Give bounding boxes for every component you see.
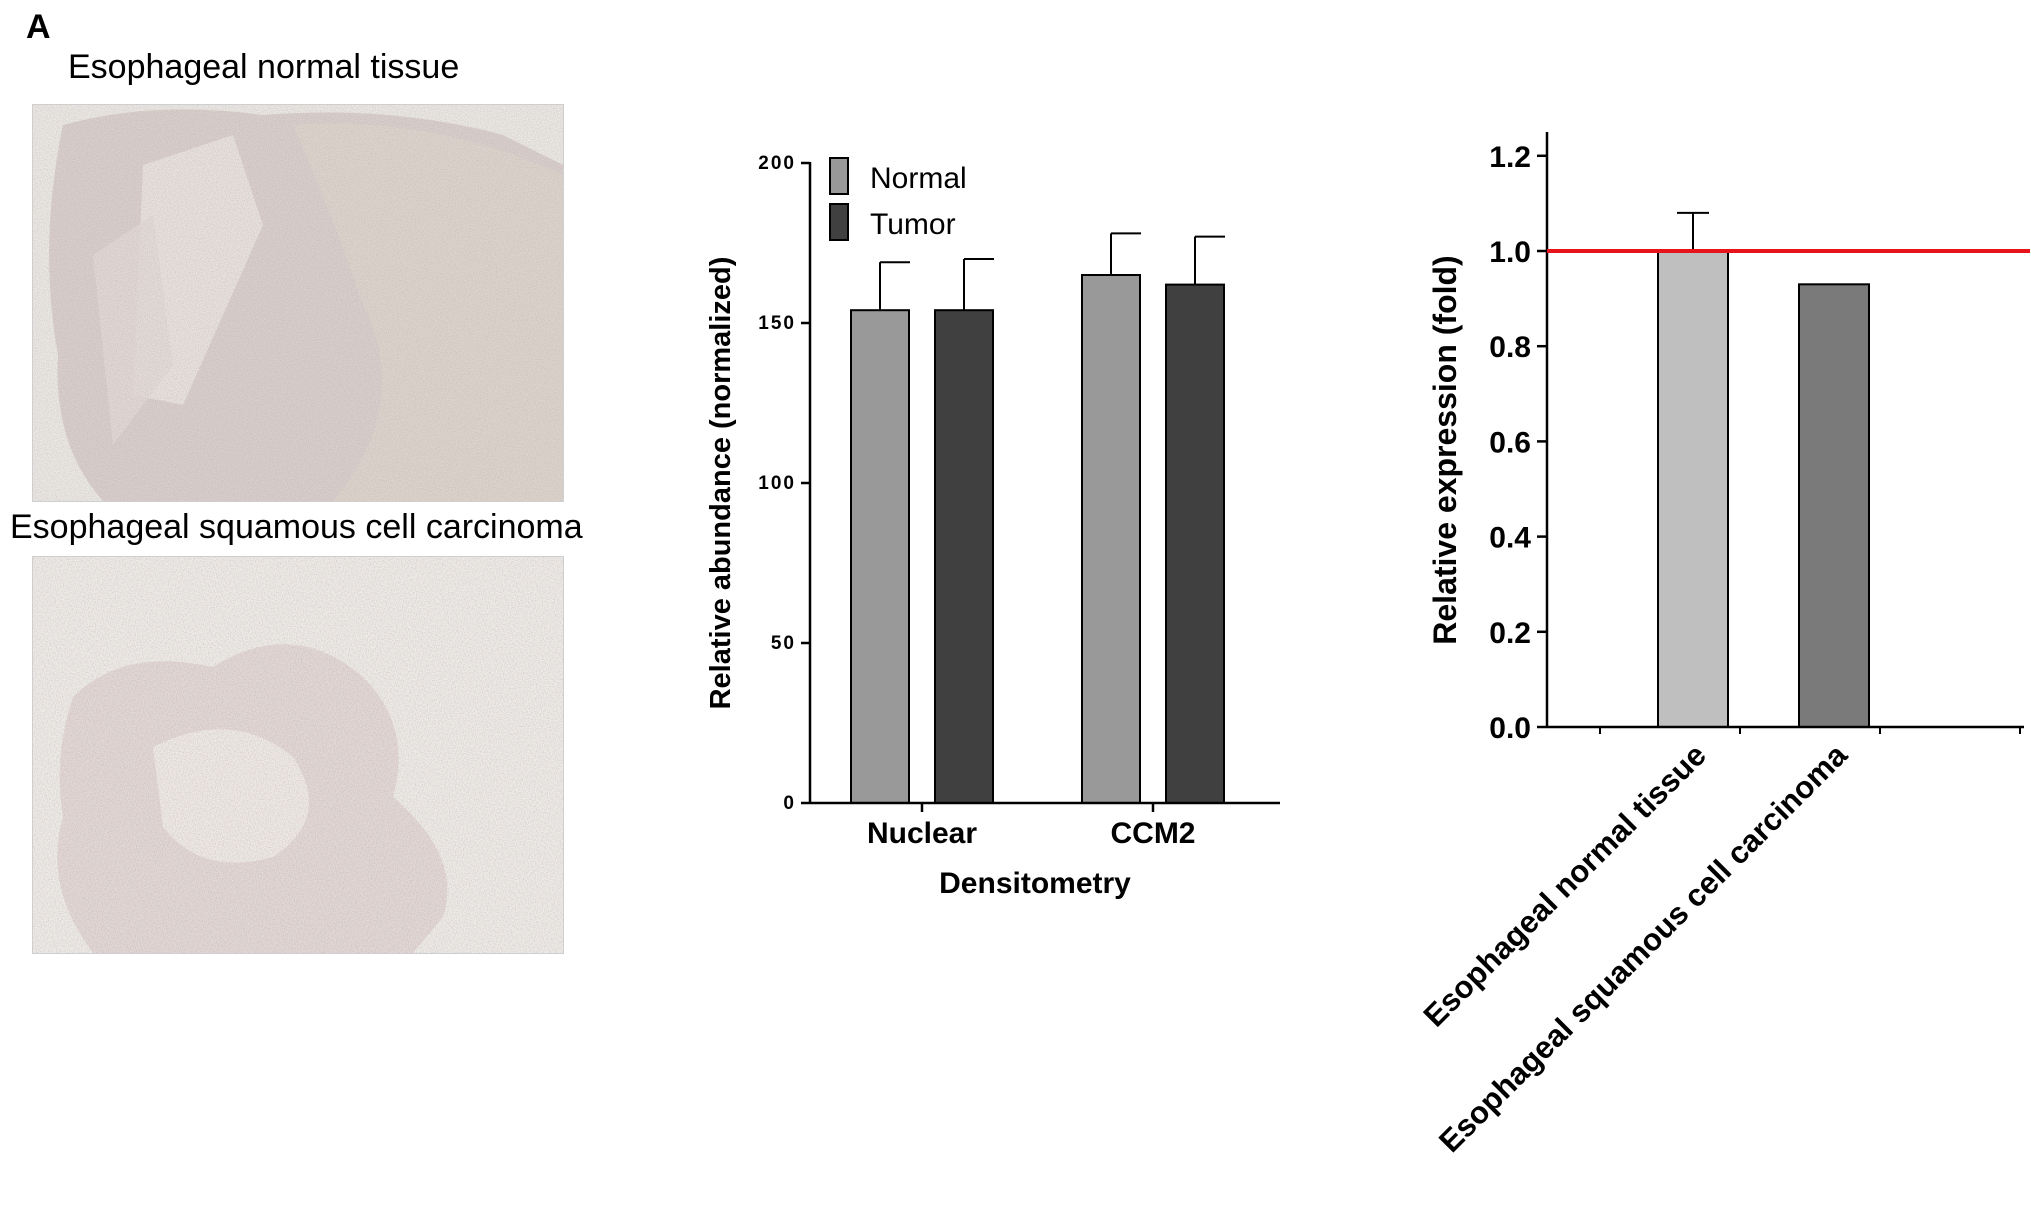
y-tick-label: 200 <box>758 153 796 174</box>
y-tick-label: 0.0 <box>1489 712 1531 745</box>
y-tick-label: 1.2 <box>1489 141 1531 174</box>
y-tick-label: 0.4 <box>1489 522 1531 555</box>
y-tick-label: 0.2 <box>1489 617 1531 650</box>
densitometry-y-label: Relative abundance (normalized) <box>705 257 737 710</box>
x-category-label: CCM2 <box>1110 817 1195 850</box>
panel-label: A <box>26 8 51 46</box>
legend-swatch-tumor <box>829 203 849 241</box>
expression-y-label: Relative expression (fold) <box>1427 255 1463 644</box>
y-tick-label: 0.8 <box>1489 331 1531 364</box>
relative-expression-chart: 0.0 0.2 0.4 0.6 0.8 1.0 1.2 Esophageal normal … <box>1417 132 2030 1159</box>
escc-title: Esophageal squamous cell carcinoma <box>10 508 583 546</box>
y-tick-label: 0.6 <box>1489 426 1531 459</box>
bar-normal-ccm2 <box>1081 274 1141 804</box>
bar-tumor-ccm2 <box>1165 283 1225 805</box>
expression-y-ticks: 0.0 0.2 0.4 0.6 0.8 1.0 1.2 <box>1489 141 1547 745</box>
bar-normal-tissue <box>1657 250 1729 728</box>
densitometry-legend: Normal Tumor <box>829 157 967 241</box>
legend-swatch-normal <box>829 157 849 195</box>
densitometry-y-ticks: 0 50 100 150 200 <box>758 153 810 814</box>
densitometry-chart: 0 50 100 150 200 Nuclear CCM2 Densitometry Re… <box>705 153 1280 900</box>
x-category-label: Esophageal normal tissue <box>1417 737 1713 1033</box>
densitometry-bars <box>850 232 1225 805</box>
legend-label-tumor: Tumor <box>870 208 956 241</box>
y-tick-label: 100 <box>758 473 796 494</box>
normal-tissue-micrograph <box>32 104 564 502</box>
y-tick-label: 0 <box>783 793 796 814</box>
escc-micrograph <box>32 556 564 954</box>
normal-tissue-title: Esophageal normal tissue <box>68 48 460 86</box>
y-tick-label: 50 <box>771 633 796 654</box>
expression-bars <box>1657 211 1870 728</box>
y-tick-label: 1.0 <box>1489 236 1531 269</box>
densitometry-x-label: Densitometry <box>939 867 1131 900</box>
bar-normal-nuclear <box>850 309 910 804</box>
bar-tumor-nuclear <box>934 309 994 804</box>
x-category-label: Nuclear <box>867 817 977 850</box>
densitometry-x-categories: Nuclear CCM2 <box>867 803 1196 850</box>
legend-label-normal: Normal <box>870 162 967 195</box>
y-tick-label: 150 <box>758 313 796 334</box>
bar-escc <box>1798 283 1870 728</box>
